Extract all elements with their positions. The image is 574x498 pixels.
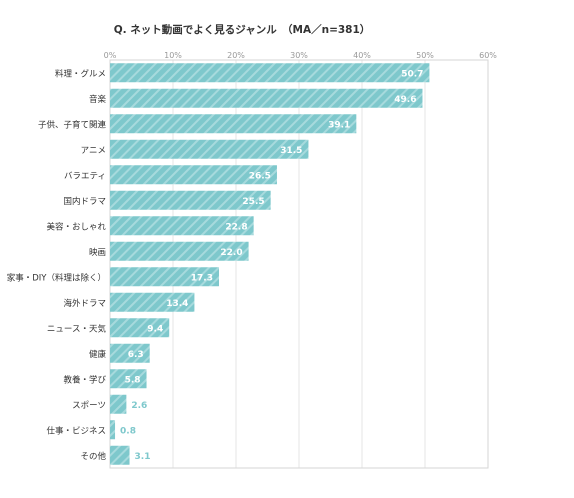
category-label: 美容・おしゃれ — [46, 221, 106, 232]
chart-title: Q. ネット動画でよく見るジャンル （MA／n=381） — [114, 23, 371, 36]
category-label: スポーツ — [72, 401, 106, 411]
value-label: 3.1 — [135, 452, 151, 462]
value-label: 22.8 — [225, 222, 247, 232]
bar — [110, 165, 277, 185]
x-tick-label: 20% — [227, 51, 245, 60]
bar — [110, 139, 309, 159]
category-label: その他 — [80, 451, 106, 462]
bar — [110, 318, 170, 338]
x-tick-label: 0% — [104, 51, 117, 60]
bar — [110, 343, 150, 363]
plot-frame — [109, 59, 489, 469]
x-tick-label: 50% — [416, 51, 434, 60]
value-label: 25.5 — [242, 197, 264, 207]
category-label: 音楽 — [89, 94, 107, 105]
bar — [110, 216, 254, 236]
category-label: ニュース・天気 — [47, 323, 107, 334]
value-label: 17.3 — [191, 273, 213, 283]
bar — [110, 394, 127, 414]
value-label: 6.3 — [128, 350, 144, 360]
value-label: 2.6 — [131, 401, 147, 411]
value-label: 9.4 — [147, 324, 163, 334]
category-label: 料理・グルメ — [55, 68, 106, 79]
value-label: 50.7 — [401, 69, 423, 79]
bar — [110, 420, 116, 440]
category-label: 国内ドラマ — [63, 196, 106, 207]
bar — [110, 190, 271, 210]
value-label: 31.5 — [280, 146, 302, 156]
value-label: 39.1 — [328, 120, 350, 130]
bar — [110, 292, 195, 312]
value-label: 0.8 — [120, 426, 136, 436]
x-tick-label: 60% — [479, 51, 497, 60]
data-labels: 50.7 49.6 39.1 31.5 26.5 25.5 22.8 22.0 17.3 13.4… — [120, 69, 423, 462]
category-label: 家事・DIY（料理は除く） — [7, 272, 106, 283]
value-label: 22.0 — [220, 248, 242, 258]
y-axis: 料理・グルメ音楽子供、子育て関連アニメバラエティ国内ドラマ美容・おしゃれ映画家事… — [7, 68, 107, 462]
value-label: 13.4 — [166, 299, 188, 309]
x-tick-label: 10% — [164, 51, 182, 60]
category-label: 教養・学び — [63, 374, 106, 385]
category-label: バラエティ — [64, 171, 106, 181]
category-label: 海外ドラマ — [63, 298, 106, 309]
value-label: 26.5 — [249, 171, 271, 181]
category-label: 健康 — [89, 349, 107, 360]
bar — [110, 88, 423, 108]
bar — [110, 63, 430, 83]
value-label: 49.6 — [394, 95, 416, 105]
bar — [110, 445, 130, 465]
category-label: 子供、子育て関連 — [38, 119, 107, 130]
x-tick-label: 40% — [353, 51, 371, 60]
bar — [110, 114, 357, 134]
value-label: 5.8 — [125, 375, 141, 385]
bar — [110, 241, 249, 261]
bar — [110, 267, 219, 287]
category-label: 仕事・ビジネス — [46, 425, 106, 436]
x-tick-label: 30% — [290, 51, 308, 60]
bars — [110, 63, 430, 465]
category-label: 映画 — [89, 247, 106, 258]
bar — [110, 369, 147, 389]
x-axis: 0% 10% 20% 30% 40% 50% 60% — [104, 51, 498, 60]
category-label: アニメ — [81, 146, 106, 156]
